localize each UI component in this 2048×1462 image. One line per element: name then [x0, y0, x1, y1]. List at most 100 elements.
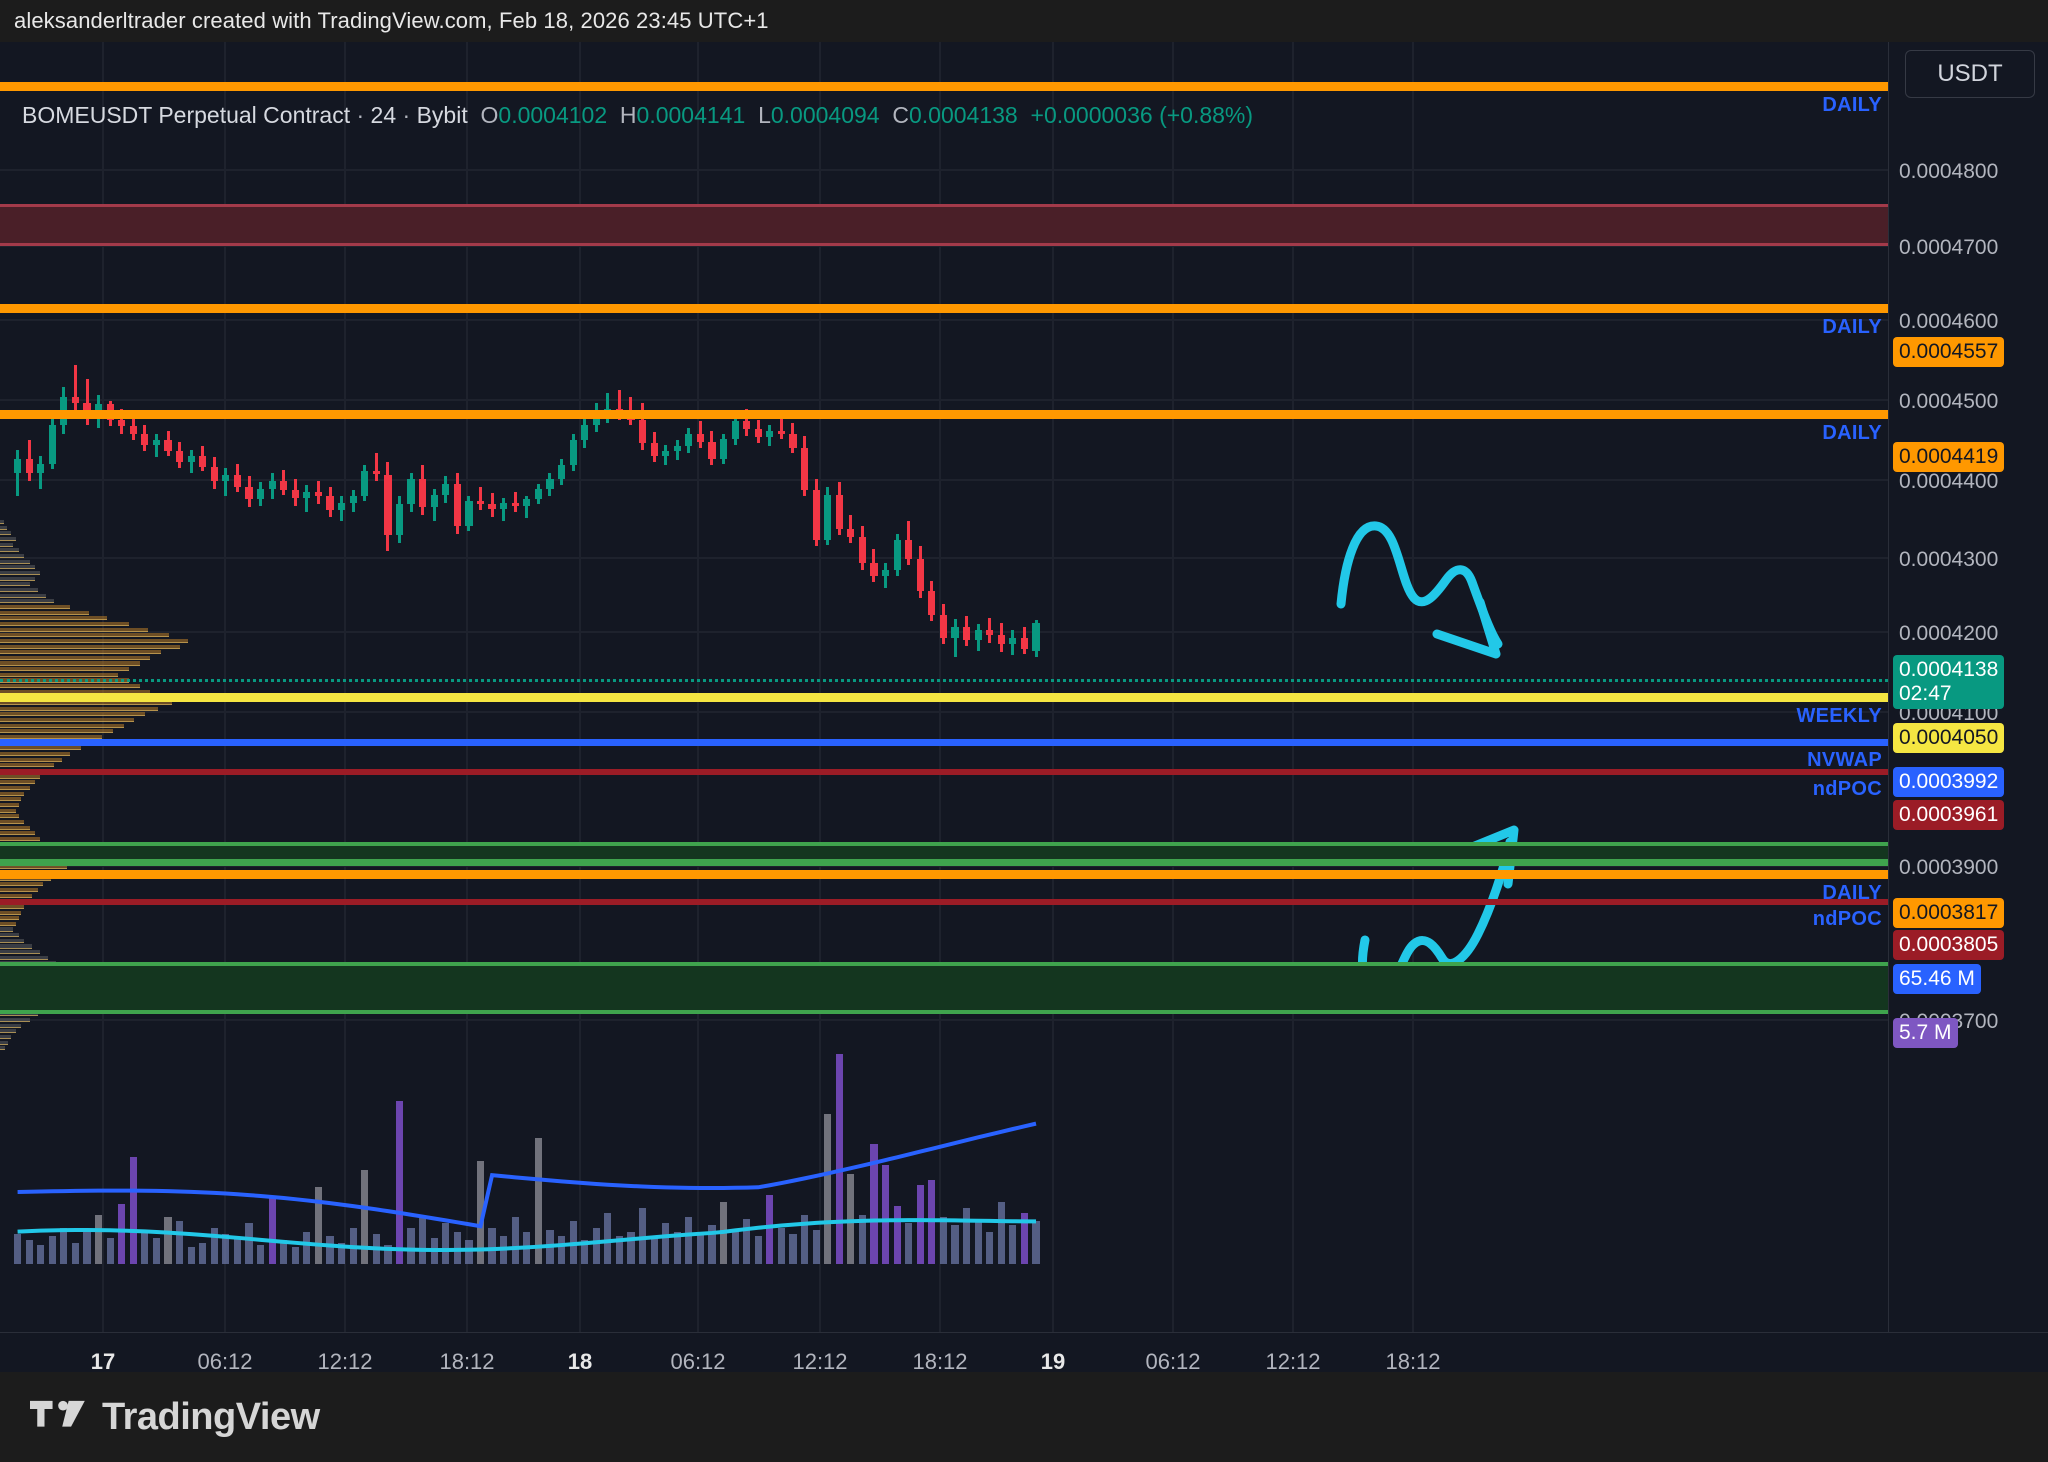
candle-body	[199, 455, 207, 467]
volume-bar	[997, 1201, 1005, 1264]
volume-bar	[141, 1231, 149, 1264]
level-line-nvwap[interactable]	[0, 739, 1888, 746]
volume-bar	[442, 1223, 450, 1264]
volume-bar	[303, 1231, 311, 1264]
volume-bar	[673, 1231, 681, 1264]
level-line-daily-4557[interactable]	[0, 304, 1888, 313]
volume-bar	[291, 1246, 299, 1264]
candle-body	[268, 480, 276, 489]
volume-bar	[199, 1242, 207, 1264]
candle-body	[25, 458, 33, 473]
price-tag-last-price[interactable]: 0.0004138 02:47	[1893, 655, 2005, 710]
price-tick: 0.0004300	[1899, 548, 1999, 571]
volume-bar	[743, 1219, 751, 1264]
legend-sep-2: ·	[396, 102, 417, 128]
candle-body	[210, 466, 218, 481]
level-line-daily-4419[interactable]	[0, 410, 1888, 419]
volume-profile-row	[0, 531, 11, 536]
volume-bar	[939, 1216, 947, 1264]
level-line-ndpoc-3805[interactable]	[0, 899, 1888, 905]
candle-body	[233, 474, 242, 487]
candle-body	[14, 458, 22, 473]
level-line-ndpoc-3961[interactable]	[0, 769, 1888, 775]
candle-body	[83, 402, 91, 417]
candle-body	[824, 494, 832, 540]
volume-bar	[407, 1227, 415, 1264]
candle-wick	[73, 365, 77, 411]
volume-profile-row	[0, 910, 22, 915]
candle-body	[407, 479, 415, 505]
candle-body	[523, 499, 531, 506]
price-tag-daily-3817[interactable]: 0.0003817	[1893, 898, 2005, 929]
level-label-daily-4557: DAILY	[1822, 316, 1882, 338]
volume-profile-row	[0, 774, 41, 779]
volume-bar	[48, 1236, 56, 1264]
volume-profile-row	[0, 814, 19, 819]
volume-profile-row	[0, 559, 30, 564]
volume-bar	[488, 1227, 496, 1264]
volume-profile-row	[0, 627, 148, 632]
candle-body	[48, 424, 56, 464]
volume-profile-row	[0, 780, 35, 785]
volume-profile-row	[0, 684, 140, 689]
candle-wick	[374, 452, 378, 481]
level-label-nvwap: NVWAP	[1807, 749, 1882, 771]
candle-body	[71, 396, 80, 403]
bearish-squiggle-arrow[interactable]	[1336, 521, 1503, 649]
level-line-weekly-4050[interactable]	[0, 693, 1888, 702]
currency-badge[interactable]: USDT	[1905, 50, 2035, 98]
tradingview-logo-icon	[30, 1400, 85, 1427]
price-tag-nvwap-3992[interactable]: 0.0003992	[1893, 767, 2005, 798]
price-tag-daily-4557[interactable]: 0.0004557	[1893, 337, 2005, 368]
volume-bar	[83, 1231, 91, 1264]
tradingview-wordmark: TradingView	[102, 1395, 320, 1438]
volume-bar	[986, 1231, 994, 1264]
candle-body	[338, 502, 346, 511]
price-tick: 0.0003900	[1899, 856, 1999, 879]
volume-bar	[338, 1242, 346, 1264]
time-label: 06:12	[670, 1349, 726, 1374]
volume-profile-row	[0, 1018, 30, 1023]
price-tick: 0.0004700	[1899, 236, 1999, 259]
volume-bar	[569, 1221, 577, 1264]
level-line-daily-top[interactable]	[0, 82, 1888, 91]
volume-bar	[106, 1238, 114, 1264]
candle-body	[349, 496, 357, 503]
candle-body	[187, 455, 195, 463]
volume-bar	[523, 1231, 531, 1264]
symbol-name[interactable]: BOMEUSDT Perpetual Contract	[22, 102, 351, 128]
price-tag-volume-ma[interactable]: 65.46 M	[1893, 964, 1981, 995]
chart-container[interactable]: DAILY DAILY DAILY WEEKLY NVWAP ndPOC DAILY ndPO…	[0, 42, 2048, 1394]
price-tag-weekly-4050[interactable]: 0.0004050	[1893, 723, 2005, 754]
volume-profile-row	[0, 536, 17, 542]
legend-sep-1: ·	[350, 102, 371, 128]
price-tag-ndpoc-3805[interactable]: 0.0003805	[1893, 930, 2005, 961]
price-tag-daily-4419[interactable]: 0.0004419	[1893, 442, 2005, 473]
volume-bar	[37, 1244, 45, 1264]
close-value: 0.0004138	[909, 102, 1018, 128]
candle-wick	[513, 491, 517, 512]
candle-wick	[617, 390, 621, 420]
price-tag-ndpoc-3961[interactable]: 0.0003961	[1893, 800, 2005, 831]
volume-profile-row	[0, 570, 41, 575]
volume-profile-row	[0, 1046, 6, 1051]
interval-label[interactable]: 24	[370, 102, 397, 128]
price-pane[interactable]: DAILY DAILY DAILY WEEKLY NVWAP ndPOC DAILY ndPO…	[0, 42, 1888, 1332]
demand-band-line	[0, 962, 1888, 966]
chart-legend[interactable]: BOMEUSDT Perpetual Contract · 24 · Bybit…	[22, 102, 1253, 129]
exchange-label[interactable]: Bybit	[416, 102, 468, 128]
price-tag-volume-value[interactable]: 5.7 M	[1893, 1018, 1958, 1049]
volume-bar	[71, 1242, 80, 1264]
volume-bar	[1020, 1212, 1029, 1264]
candle-body	[905, 539, 913, 559]
candle-body	[766, 430, 774, 438]
time-label: 12:12	[317, 1349, 373, 1374]
level-line-daily-3817[interactable]	[0, 870, 1888, 879]
volume-bar	[708, 1225, 716, 1264]
volume-profile-row	[0, 650, 162, 655]
candle-body	[465, 501, 473, 526]
volume-bar	[615, 1236, 623, 1264]
price-axis[interactable]: USDT 0.0004800 0.0004700 0.0004600 0.000450…	[1888, 42, 2048, 1332]
candle-body	[719, 438, 728, 459]
volume-bar	[25, 1240, 33, 1264]
